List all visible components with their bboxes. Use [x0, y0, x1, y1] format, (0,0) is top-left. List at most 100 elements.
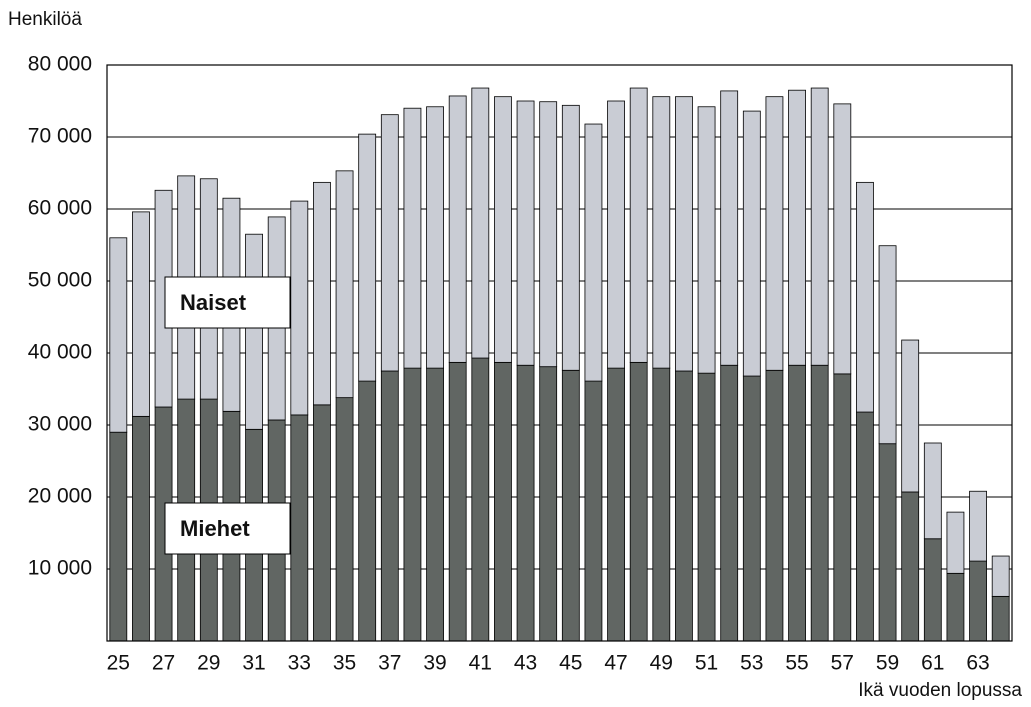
x-tick-label: 43: [514, 652, 537, 675]
bar-segment: [720, 90, 739, 366]
bar-segment: [969, 560, 987, 642]
bar-segment: [539, 101, 558, 368]
bar-segment: [946, 511, 965, 574]
bar-segment: [448, 361, 467, 642]
bar-segment: [697, 106, 716, 374]
bar-segment: [946, 572, 965, 642]
bar-segment: [335, 397, 354, 642]
x-tick-label: 57: [831, 652, 854, 675]
legend-label: Naiset: [180, 290, 247, 315]
x-tick-label: 37: [378, 652, 401, 675]
bar-segment: [335, 170, 354, 399]
bar-segment: [856, 181, 874, 413]
bar-segment: [765, 96, 784, 371]
bar-segment: [810, 87, 829, 366]
bar-segment: [742, 110, 761, 377]
legend-box: [164, 502, 291, 555]
bar-segment: [584, 123, 603, 382]
bar-segment: [901, 491, 920, 642]
bar-segment: [878, 245, 897, 445]
bar-segment: [313, 181, 331, 406]
x-tick-label: 29: [197, 652, 220, 675]
y-axis-label: Henkilöä: [8, 9, 82, 30]
bar-segment: [539, 366, 558, 642]
y-tick-label: 10 000: [28, 557, 92, 580]
bar-segment: [448, 95, 467, 363]
bar-segment: [132, 211, 150, 417]
bar-segment: [675, 96, 693, 372]
bar-segment: [742, 375, 761, 642]
x-tick-label: 35: [333, 652, 356, 675]
bar-segment: [584, 380, 603, 642]
bar-segment: [471, 87, 490, 359]
x-tick-label: 39: [423, 652, 446, 675]
x-tick-label: 27: [152, 652, 175, 675]
bar-segment: [833, 373, 852, 642]
y-tick-label: 20 000: [28, 485, 92, 508]
bar-segment: [810, 364, 829, 642]
x-tick-label: 61: [921, 652, 944, 675]
bar-segment: [720, 364, 739, 642]
x-tick-label: 47: [604, 652, 627, 675]
bar-segment: [380, 370, 399, 642]
x-tick-label: 31: [242, 652, 265, 675]
x-tick-label: 45: [559, 652, 582, 675]
bar-segment: [561, 104, 580, 371]
bar-segment: [561, 369, 580, 642]
bar-segment: [290, 414, 309, 642]
bar-segment: [516, 100, 535, 366]
bar-segment: [109, 237, 128, 433]
bar-segment: [923, 538, 942, 642]
y-tick-label: 40 000: [28, 341, 92, 364]
bar-segment: [607, 367, 625, 642]
legend-item: Naiset: [164, 276, 291, 329]
bar-segment: [652, 367, 671, 642]
bar-segment: [358, 380, 377, 642]
bar-segment: [380, 114, 399, 372]
bar-segment: [403, 107, 422, 369]
bar-segment: [358, 133, 377, 382]
legend-item: Miehet: [164, 502, 291, 555]
bar-segment: [607, 100, 625, 369]
bar-segment: [494, 361, 512, 642]
x-tick-label: 63: [966, 652, 989, 675]
bar-segment: [245, 233, 263, 430]
bar-segment: [471, 357, 490, 642]
bar-segment: [652, 96, 671, 369]
bar-segment: [494, 96, 512, 363]
bar-segment: [697, 372, 716, 642]
x-tick-label: 41: [469, 652, 492, 675]
bar-segment: [403, 367, 422, 642]
y-tick-label: 50 000: [28, 269, 92, 292]
bar-segment: [833, 103, 852, 375]
bar-segment: [290, 200, 309, 416]
x-tick-label: 53: [740, 652, 763, 675]
bar-segment: [991, 555, 1010, 597]
x-axis-label: Ikä vuoden lopussa: [858, 680, 1022, 701]
y-tick-label: 80 000: [28, 53, 92, 76]
x-tick-label: 49: [650, 652, 673, 675]
bar-segment: [856, 411, 874, 642]
bar-segment: [991, 595, 1010, 642]
x-tick-label: 51: [695, 652, 718, 675]
y-tick-label: 60 000: [28, 197, 92, 220]
y-tick-label: 70 000: [28, 125, 92, 148]
bar-segment: [788, 89, 806, 366]
x-tick-label: 59: [876, 652, 899, 675]
bar-segment: [109, 431, 128, 642]
bar-segment: [788, 364, 806, 642]
x-tick-label: 55: [785, 652, 808, 675]
legend-box: [164, 276, 291, 329]
x-tick-label: 33: [288, 652, 311, 675]
plot-frame: [106, 64, 1013, 642]
bar-segment: [901, 339, 920, 493]
legend-label: Miehet: [180, 516, 250, 541]
bar-segment: [629, 87, 648, 363]
bar-segment: [765, 369, 784, 642]
y-tick-label: 30 000: [28, 413, 92, 436]
bar-segment: [132, 415, 150, 642]
bar-segment: [313, 404, 331, 642]
x-tick-label: 25: [107, 652, 130, 675]
